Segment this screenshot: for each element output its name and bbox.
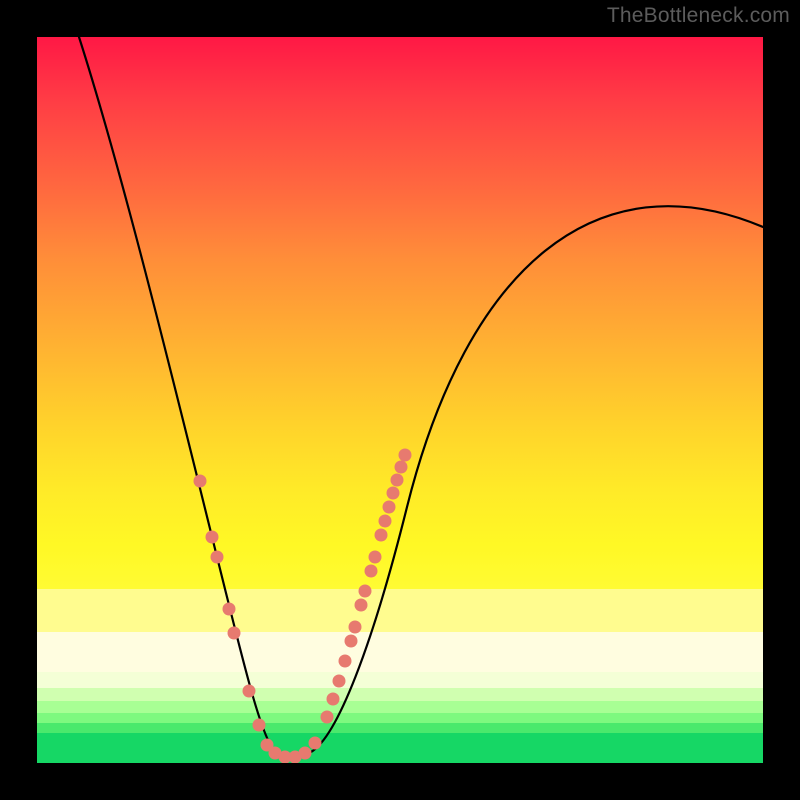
marker-dot — [375, 529, 388, 542]
marker-dot — [327, 693, 340, 706]
marker-dot — [223, 603, 236, 616]
marker-dot — [383, 501, 396, 514]
marker-dot — [321, 711, 334, 724]
plot-area — [37, 37, 763, 763]
marker-dot — [387, 487, 400, 500]
marker-dot — [333, 675, 346, 688]
marker-dot — [345, 635, 358, 648]
marker-dot — [399, 449, 412, 462]
marker-dot — [355, 599, 368, 612]
marker-dot — [206, 531, 219, 544]
marker-dot — [228, 627, 241, 640]
marker-dot — [349, 621, 362, 634]
marker-dot — [359, 585, 372, 598]
marker-dot — [194, 475, 207, 488]
marker-dot — [395, 461, 408, 474]
marker-dot — [391, 474, 404, 487]
attribution-text: TheBottleneck.com — [607, 4, 790, 28]
marker-layer — [37, 37, 763, 763]
marker-dot — [211, 551, 224, 564]
marker-dot — [299, 747, 312, 760]
marker-dot — [379, 515, 392, 528]
marker-dot — [309, 737, 322, 750]
marker-dot — [253, 719, 266, 732]
marker-dot — [369, 551, 382, 564]
marker-dot — [365, 565, 378, 578]
marker-dot — [243, 685, 256, 698]
marker-dot — [339, 655, 352, 668]
